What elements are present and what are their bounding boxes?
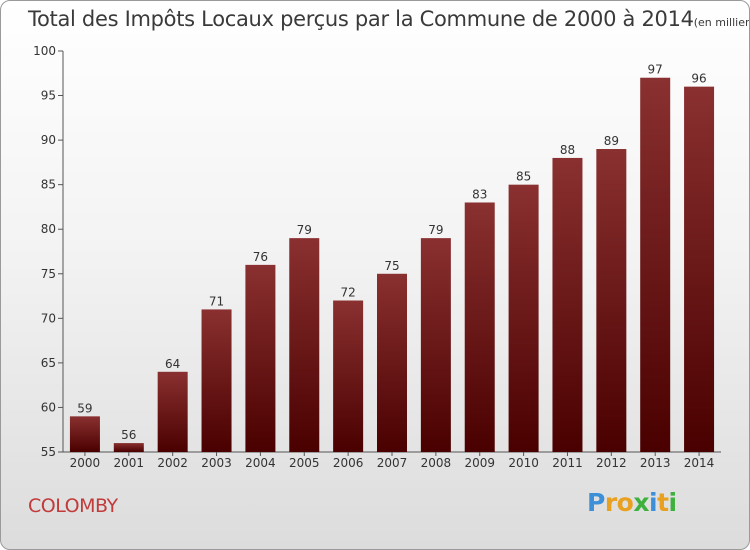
- value-label-2002: 64: [165, 357, 180, 371]
- x-tick-label: 2005: [289, 456, 320, 470]
- x-tick-label: 2000: [70, 456, 101, 470]
- proxiti-logo[interactable]: Proxiti: [587, 488, 677, 517]
- value-label-2001: 56: [121, 428, 136, 442]
- x-tick-label: 2014: [684, 456, 715, 470]
- chart-unit-note: (en milliers d'€): [693, 16, 750, 29]
- value-label-2009: 83: [472, 187, 487, 201]
- bar-2002[interactable]: [157, 371, 188, 452]
- logo-letter: i: [649, 488, 658, 517]
- x-tick-label: 2001: [114, 456, 145, 470]
- bar-2013[interactable]: [640, 77, 671, 452]
- y-tick-label: 55: [41, 445, 56, 459]
- chart-bars: [69, 77, 715, 453]
- bar-2014[interactable]: [684, 86, 715, 453]
- logo-letter: i: [668, 488, 678, 517]
- logo-letter: r: [604, 488, 617, 517]
- value-label-2013: 97: [648, 63, 663, 77]
- value-label-2011: 88: [560, 143, 575, 157]
- x-tick-label: 2010: [508, 456, 539, 470]
- y-tick-label: 95: [41, 89, 56, 103]
- chart-axes: 55 60 65 70 75 80 85 90 95 100 2000 2001 2002 2003 200…: [33, 44, 721, 470]
- bar-2003[interactable]: [201, 309, 232, 452]
- bar-2008[interactable]: [420, 238, 451, 452]
- value-label-2004: 76: [253, 250, 268, 264]
- y-tick-label: 90: [41, 133, 56, 147]
- logo-letter: x: [633, 488, 649, 517]
- x-tick-label: 2002: [157, 456, 188, 470]
- bar-2006[interactable]: [333, 300, 364, 452]
- bar-2004[interactable]: [245, 264, 276, 452]
- x-tick-label: 2012: [596, 456, 627, 470]
- x-tick-label: 2011: [552, 456, 583, 470]
- x-tick-label: 2003: [201, 456, 232, 470]
- y-tick-label: 80: [41, 222, 56, 236]
- bar-2007[interactable]: [377, 273, 407, 452]
- value-label-2006: 72: [340, 286, 355, 300]
- y-tick-label: 100: [33, 44, 56, 58]
- bar-2011[interactable]: [552, 157, 583, 452]
- bar-2012[interactable]: [596, 149, 627, 452]
- x-tick-label: 2008: [421, 456, 452, 470]
- bar-2009[interactable]: [464, 202, 495, 452]
- y-tick-label: 85: [41, 178, 56, 192]
- value-label-2014: 96: [691, 72, 706, 86]
- logo-letter: o: [616, 488, 634, 517]
- bar-2010[interactable]: [508, 184, 539, 452]
- chart-value-labels: 59 56 64 71 76 79 72 75 79 83 85 88 89 97 96: [77, 63, 706, 442]
- value-label-2000: 59: [77, 401, 92, 415]
- bar-2001[interactable]: [113, 443, 144, 452]
- y-tick-label: 75: [41, 267, 56, 281]
- logo-letter: P: [587, 488, 605, 517]
- value-label-2003: 71: [209, 294, 224, 308]
- bar-2005[interactable]: [289, 238, 320, 452]
- logo-letter: t: [657, 488, 669, 517]
- value-label-2010: 85: [516, 170, 531, 184]
- value-label-2008: 79: [428, 223, 443, 237]
- value-label-2005: 79: [297, 223, 312, 237]
- chart-title: Total des Impôts Locaux perçus par la Co…: [28, 7, 750, 31]
- y-tick-label: 60: [41, 400, 56, 414]
- x-tick-label: 2013: [640, 456, 671, 470]
- x-tick-label: 2009: [464, 456, 495, 470]
- bar-2000[interactable]: [69, 416, 100, 452]
- y-tick-label: 70: [41, 311, 56, 325]
- commune-name: COLOMBY: [28, 495, 118, 517]
- chart-title-text: Total des Impôts Locaux perçus par la Co…: [28, 7, 694, 31]
- y-tick-label: 65: [41, 356, 56, 370]
- x-tick-label: 2004: [245, 456, 276, 470]
- value-label-2007: 75: [384, 259, 399, 273]
- value-label-2012: 89: [604, 134, 619, 148]
- x-tick-label: 2007: [377, 456, 408, 470]
- x-tick-label: 2006: [333, 456, 364, 470]
